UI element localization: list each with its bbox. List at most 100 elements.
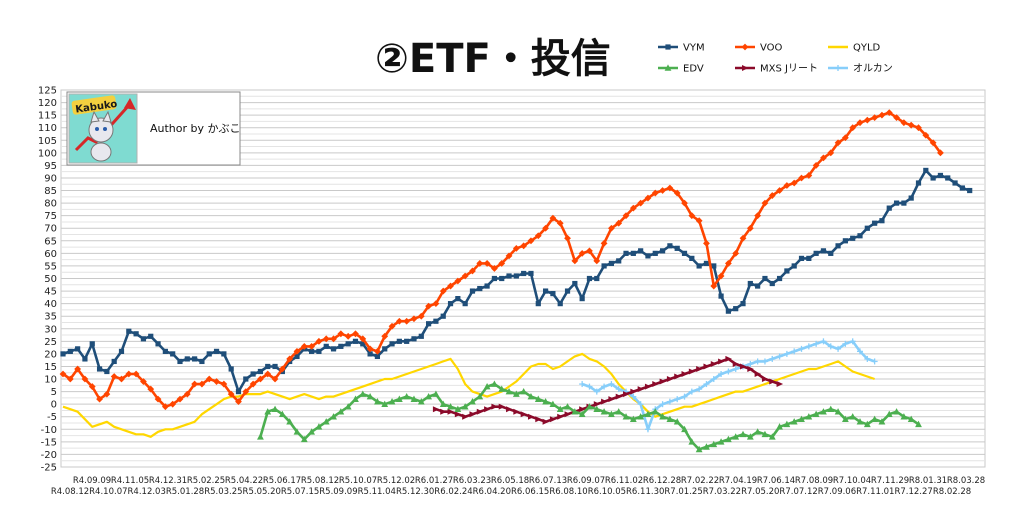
series-edv-marker xyxy=(417,398,425,405)
series-edv-marker xyxy=(578,410,586,418)
legend-marker xyxy=(664,64,672,71)
x-tick-label-top: R5.06.17 xyxy=(263,476,301,486)
series-voo-marker xyxy=(651,189,659,197)
x-tick-label-bottom: R5.03.25 xyxy=(204,487,242,497)
series-vym-marker xyxy=(316,348,322,354)
series-vym-marker xyxy=(813,250,819,256)
x-tick-label-bottom: R4.08.12 xyxy=(51,487,89,497)
series-vym-marker xyxy=(806,255,812,261)
series-edv-marker xyxy=(820,408,827,415)
series-mxs-jリート-marker xyxy=(447,408,455,415)
series-voo-marker xyxy=(66,375,74,383)
series-mxs-jリート-marker xyxy=(440,408,447,415)
series-voo-marker xyxy=(125,370,133,378)
series-voo-marker xyxy=(271,375,279,383)
series-vym-marker xyxy=(908,195,914,201)
series-voo-marker xyxy=(710,282,718,290)
x-tick-label-top: R7.10.04 xyxy=(833,476,871,486)
series-vym-marker xyxy=(769,280,775,287)
series-mxs-jリート-marker xyxy=(623,391,630,398)
series-mxs-jリート-marker xyxy=(761,376,769,383)
series-mxs-jリート-marker xyxy=(754,371,762,378)
series-voo-marker xyxy=(257,375,264,383)
series-voo-marker xyxy=(564,234,571,242)
series-voo-marker xyxy=(520,242,528,250)
series-voo-marker xyxy=(907,121,915,129)
series-edv-marker xyxy=(885,410,893,418)
series-vym-marker xyxy=(820,248,827,254)
series-voo-marker xyxy=(929,139,937,147)
series-edv-marker xyxy=(673,418,681,425)
y-tick-label: 120 xyxy=(38,98,57,109)
series-voo-marker xyxy=(893,114,900,122)
series-mxs-jリート-marker xyxy=(666,376,674,383)
series-vym-marker xyxy=(689,255,695,261)
series-edv-marker xyxy=(549,400,557,407)
legend-label: オルカン xyxy=(853,63,893,75)
series-voo-marker xyxy=(937,149,944,157)
series-edv-marker xyxy=(432,390,440,397)
y-tick-label: 25 xyxy=(44,337,57,348)
series-voo-marker xyxy=(286,355,294,363)
series-edv-marker xyxy=(330,413,337,420)
x-tick-label-top: R6.09.07 xyxy=(567,476,605,486)
y-tick-label: 5 xyxy=(51,387,57,398)
series-mxs-jリート-marker xyxy=(776,381,784,388)
series-edv-marker xyxy=(337,408,345,415)
series-vym-marker xyxy=(382,346,388,352)
series-vym-marker xyxy=(901,200,907,206)
series-edv-marker xyxy=(381,400,389,407)
series-edv-marker xyxy=(695,445,703,453)
series-vym-marker xyxy=(740,301,746,307)
series-vym-marker xyxy=(396,338,402,344)
series-voo-marker xyxy=(820,154,827,162)
series-voo-marker xyxy=(410,315,418,323)
y-tick-label: 0 xyxy=(51,400,57,411)
series-voo-marker xyxy=(249,380,257,388)
series-voo-marker xyxy=(183,390,191,398)
series-edv-marker xyxy=(483,382,491,390)
series-edv-marker xyxy=(425,393,432,400)
series-voo xyxy=(59,109,944,411)
series-vym-marker xyxy=(733,306,739,312)
series-voo-marker xyxy=(659,187,666,194)
series-edv-marker xyxy=(666,415,674,423)
series-voo-marker xyxy=(790,179,798,187)
series-voo-marker xyxy=(366,345,374,353)
y-tick-label: -10 xyxy=(41,425,57,436)
series-voo-marker xyxy=(863,116,871,124)
legend-item-vym: VYM xyxy=(658,43,705,54)
series-vym-marker xyxy=(265,363,271,370)
legend-item-voo: VOO xyxy=(735,43,783,54)
series-vym-marker xyxy=(96,366,103,372)
y-tick-label: 20 xyxy=(44,349,57,360)
series-edv-marker xyxy=(812,410,820,418)
x-tick-label-bottom: R7.07.12 xyxy=(779,487,817,497)
series-edv-marker xyxy=(871,415,879,423)
series-vym-marker xyxy=(352,338,359,344)
series-qyld-line xyxy=(62,352,875,438)
x-tick-label-top: R4.11.05 xyxy=(111,476,149,486)
series-voo-marker xyxy=(264,370,272,378)
x-tick-label-top: R4.09.09 xyxy=(73,476,111,486)
series-vym-marker xyxy=(367,351,373,357)
series-vym-marker xyxy=(784,268,790,274)
series-voo-marker xyxy=(381,332,389,340)
series-edv-marker xyxy=(264,408,272,415)
x-tick-label-top: R5.10.07 xyxy=(339,476,377,486)
series-vym-marker xyxy=(192,356,198,362)
series-vym-marker xyxy=(667,243,673,249)
series-edv xyxy=(257,380,922,453)
series-voo-marker xyxy=(308,342,316,350)
legend-marker xyxy=(665,44,671,50)
legend-label: MXS Jリート xyxy=(760,64,818,75)
series-voo-marker xyxy=(235,398,242,406)
series-vym-marker xyxy=(513,273,519,279)
series-vym-marker xyxy=(557,301,563,307)
series-vym-marker xyxy=(118,348,125,354)
series-vym-marker xyxy=(528,270,534,277)
series-mxs-jリート-marker xyxy=(484,406,491,413)
series-vym-marker xyxy=(930,175,936,181)
gridlines xyxy=(61,89,985,468)
